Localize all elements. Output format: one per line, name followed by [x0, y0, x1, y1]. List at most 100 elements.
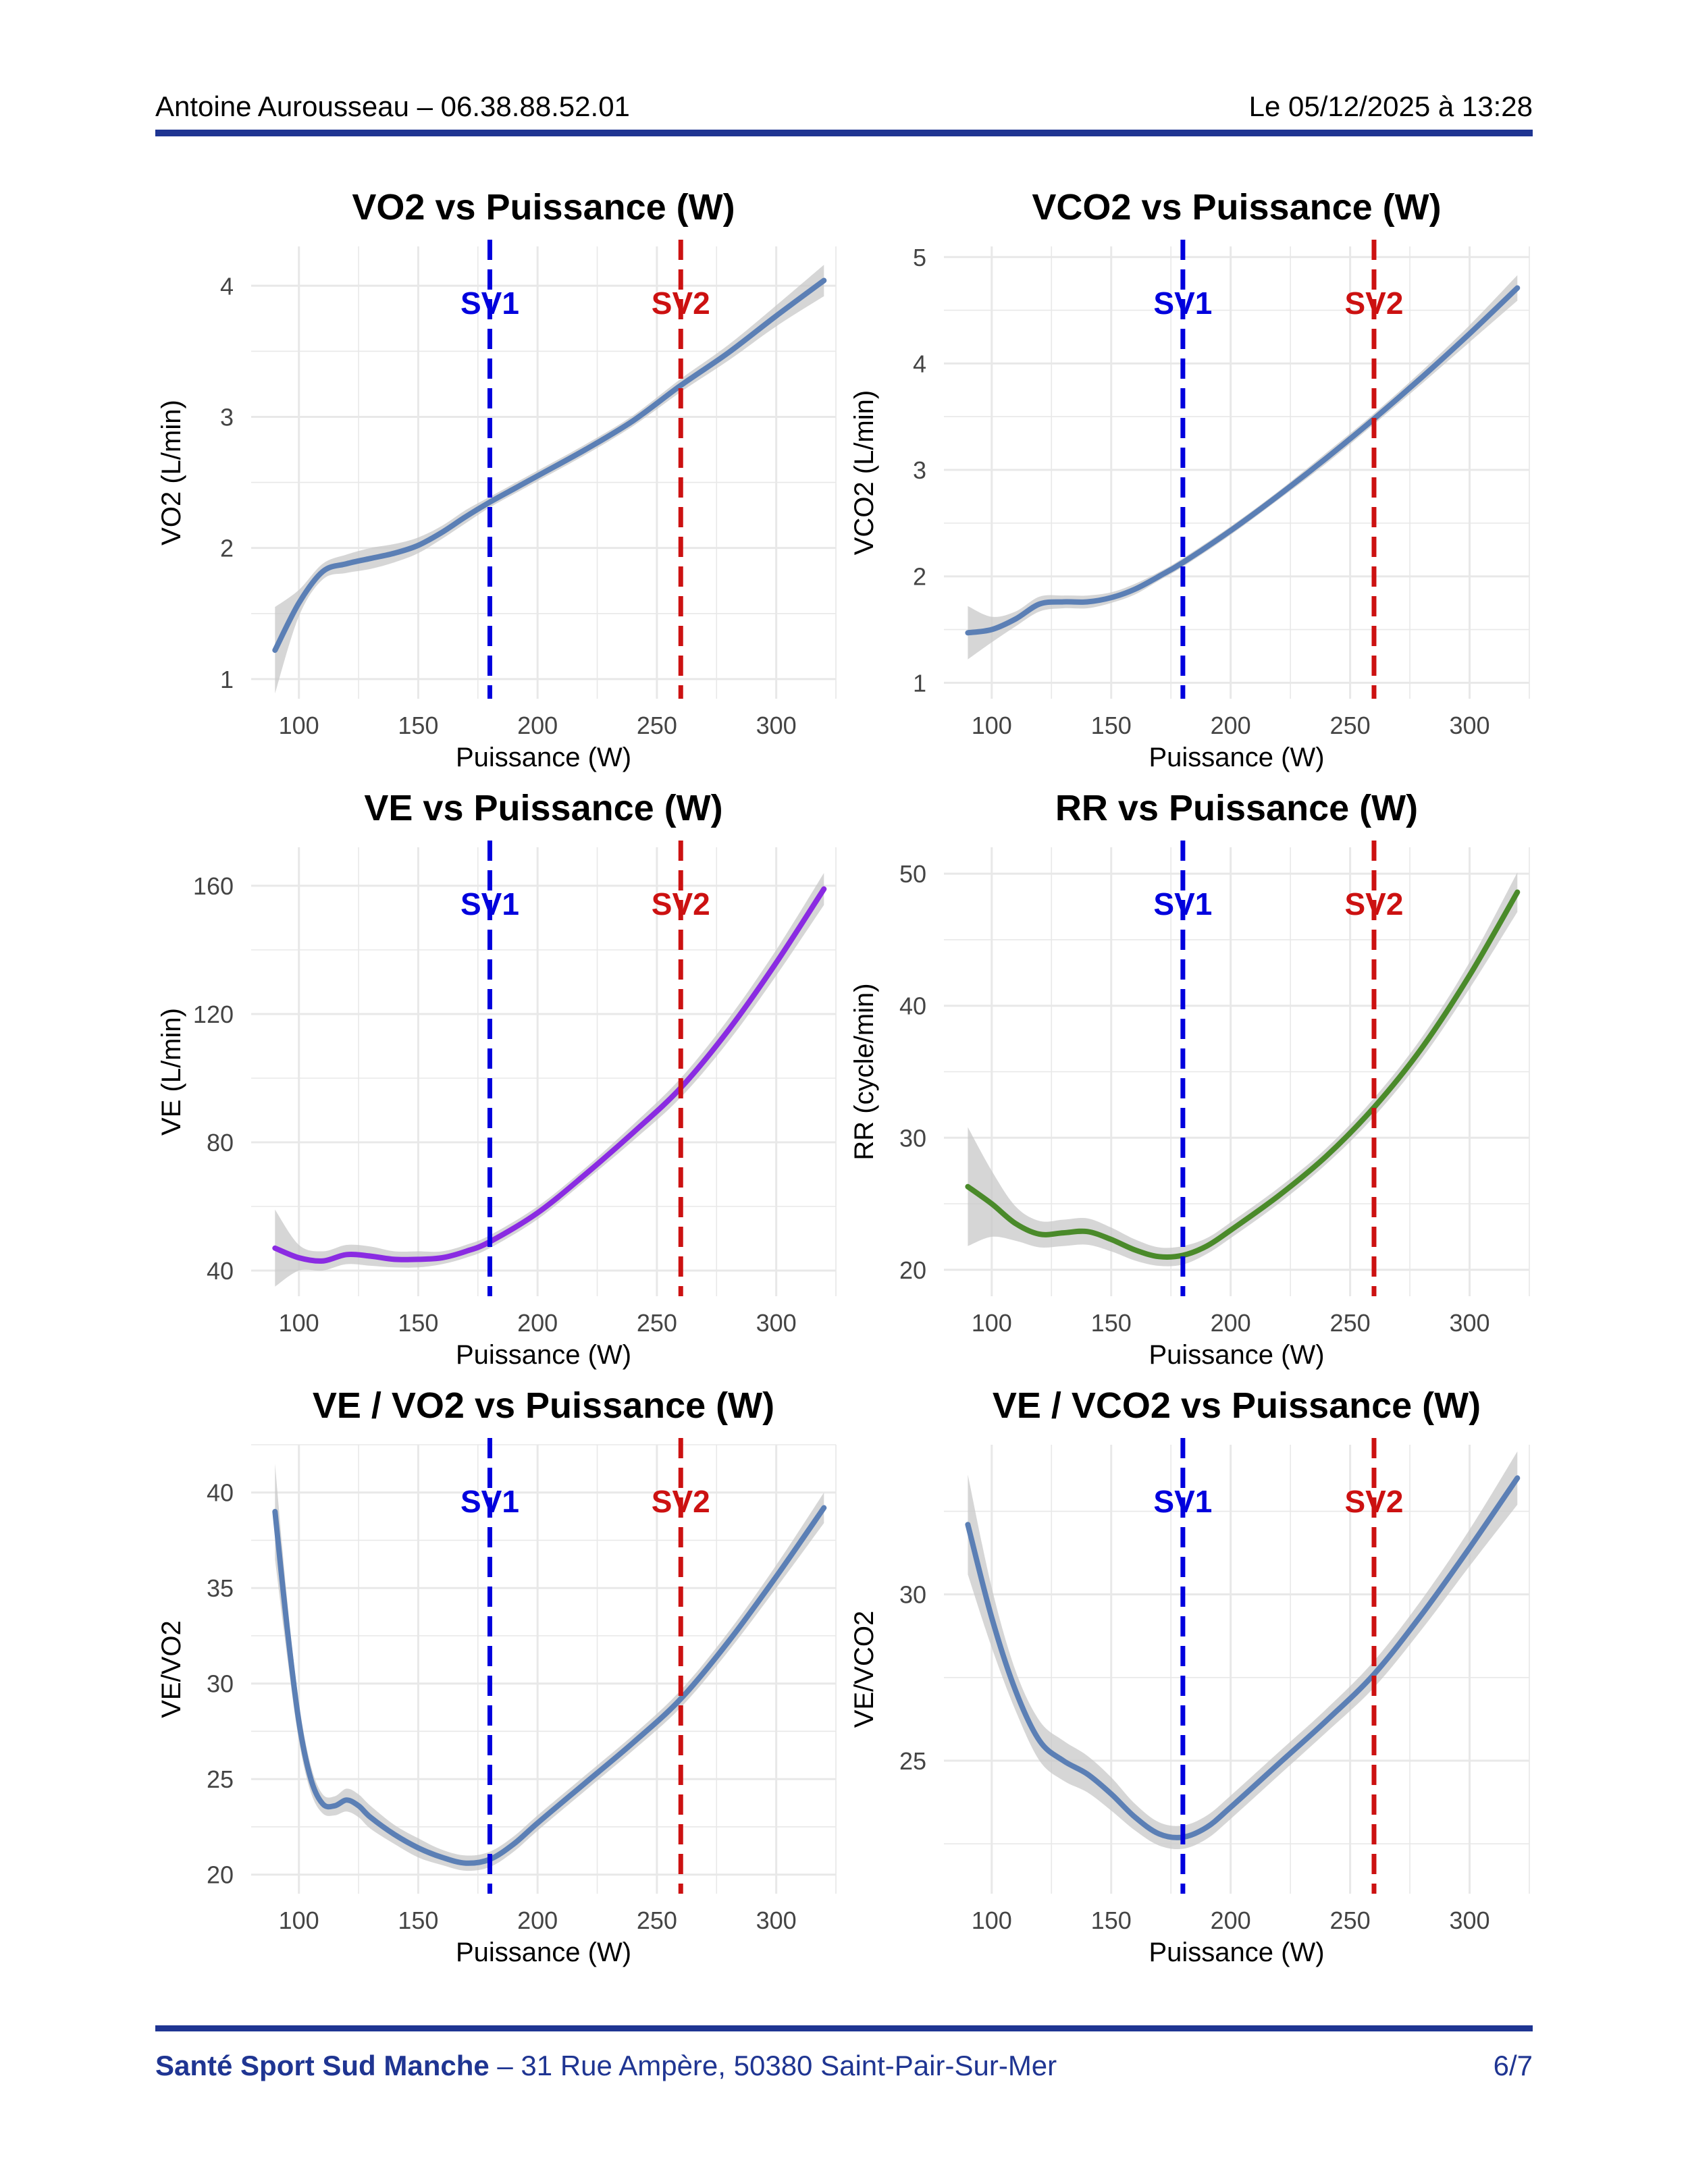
header-rule [155, 130, 1533, 136]
y-axis-label: VE/VO2 [157, 1620, 186, 1718]
x-tick-label: 250 [637, 1309, 677, 1337]
x-tick-label: 200 [517, 712, 558, 739]
chart-title: VE vs Puissance (W) [364, 788, 722, 828]
y-tick-label: 40 [207, 1479, 234, 1507]
y-tick-label: 35 [207, 1574, 234, 1602]
chart-title: VO2 vs Puissance (W) [352, 187, 735, 228]
threshold-label-sv1: SV1 [460, 1484, 519, 1519]
x-tick-label: 200 [517, 1309, 558, 1337]
page-footer: Santé Sport Sud Manche – 31 Rue Ampère, … [155, 2025, 1533, 2086]
x-tick-label: 100 [279, 712, 319, 739]
y-tick-label: 40 [207, 1257, 234, 1285]
x-axis-label: Puissance (W) [1149, 1938, 1324, 1967]
x-tick-label: 150 [1091, 712, 1132, 739]
threshold-label-sv2: SV2 [1345, 886, 1404, 922]
confidence-band [275, 1464, 824, 1871]
y-tick-label: 30 [899, 1581, 926, 1609]
threshold-label-sv1: SV1 [1153, 286, 1212, 321]
chart-panel-4: RR vs Puissance (W) 100 150 200 250 300 20 30 40… [849, 788, 1530, 1370]
threshold-label-sv1: SV1 [1153, 1484, 1212, 1519]
x-tick-label: 300 [756, 1309, 797, 1337]
series-line-ve [272, 886, 827, 1264]
x-tick-label: 150 [398, 1309, 438, 1337]
y-tick-label: 25 [899, 1747, 926, 1775]
chart-title: VCO2 vs Puissance (W) [1032, 187, 1441, 228]
y-tick-label: 20 [899, 1256, 926, 1284]
organization-name: Santé Sport Sud Manche [155, 2050, 490, 2081]
x-tick-label: 100 [972, 712, 1012, 739]
y-tick-label: 2 [220, 535, 234, 562]
threshold-label-sv1: SV1 [460, 886, 519, 922]
x-tick-label: 300 [1449, 712, 1489, 739]
y-axis-label: VE/VCO2 [849, 1611, 879, 1728]
organization-address: – 31 Rue Ampère, 50380 Saint-Pair-Sur-Me… [489, 2050, 1057, 2081]
x-tick-label: 300 [1449, 1309, 1489, 1337]
threshold-label-sv2: SV2 [652, 286, 710, 321]
series-line-ve-vco2 [965, 1475, 1521, 1840]
y-tick-label: 4 [913, 350, 926, 377]
y-tick-label: 30 [899, 1124, 926, 1152]
grid [251, 847, 837, 1296]
y-tick-label: 3 [220, 403, 234, 431]
athlete-contact: Antoine Aurousseau – 06.38.88.52.01 [155, 90, 630, 122]
y-tick-label: 1 [220, 666, 234, 693]
y-tick-label: 50 [899, 860, 926, 888]
confidence-band [275, 873, 824, 1287]
chart-panel-1: VO2 vs Puissance (W) 100 150 200 250 300 1 2 3 4 P… [157, 187, 837, 772]
x-axis-label: Puissance (W) [1149, 1340, 1324, 1370]
confidence-band [275, 265, 824, 694]
y-tick-label: 160 [193, 872, 234, 900]
confidence-band [968, 275, 1518, 660]
grid [944, 1445, 1530, 1894]
y-tick-label: 30 [207, 1670, 234, 1698]
footer-rule [155, 2025, 1533, 2031]
threshold-label-sv2: SV2 [652, 1484, 710, 1519]
confidence-band [968, 872, 1518, 1267]
threshold-label-sv2: SV2 [1345, 286, 1404, 321]
page-header: Antoine Aurousseau – 06.38.88.52.01 Le 0… [155, 86, 1533, 140]
chart-panel-3: VE vs Puissance (W) 100 150 200 250 300 40 80 12… [157, 788, 837, 1370]
x-tick-label: 250 [1330, 1907, 1371, 1934]
threshold-label-sv2: SV2 [652, 886, 710, 922]
series-line-ve-vo2 [272, 1505, 827, 1866]
x-tick-label: 250 [637, 1907, 677, 1934]
x-tick-label: 200 [1211, 712, 1251, 739]
chart-panel-5: VE / VO2 vs Puissance (W) 100 150 200 250 300… [157, 1385, 837, 1967]
threshold-label-sv1: SV1 [1153, 886, 1212, 922]
x-axis-label: Puissance (W) [456, 1938, 631, 1967]
x-tick-label: 100 [972, 1907, 1012, 1934]
footer-address: Santé Sport Sud Manche – 31 Rue Ampère, … [155, 2050, 1057, 2082]
y-tick-label: 25 [207, 1765, 234, 1793]
x-axis-label: Puissance (W) [456, 1340, 631, 1370]
chart-panel-2: VCO2 vs Puissance (W) 100 150 200 250 300 1 2 3 4… [849, 187, 1530, 772]
y-tick-label: 20 [207, 1861, 234, 1889]
x-tick-label: 100 [279, 1309, 319, 1337]
x-tick-label: 100 [972, 1309, 1012, 1337]
y-tick-label: 1 [913, 669, 926, 697]
series-line-vo2 [272, 277, 827, 654]
x-tick-label: 150 [1091, 1309, 1132, 1337]
y-axis-label: VE (L/min) [157, 1008, 186, 1136]
x-tick-label: 300 [756, 1907, 797, 1934]
grid [251, 246, 837, 699]
x-tick-label: 150 [398, 1907, 438, 1934]
x-tick-label: 200 [1211, 1907, 1251, 1934]
y-axis-label: VCO2 (L/min) [849, 390, 879, 556]
chart-title: VE / VO2 vs Puissance (W) [313, 1385, 774, 1426]
x-axis-label: Puissance (W) [1149, 743, 1324, 772]
y-tick-label: 4 [220, 272, 234, 300]
x-tick-label: 300 [756, 712, 797, 739]
report-date: Le 05/12/2025 à 13:28 [1248, 90, 1533, 122]
x-tick-label: 200 [517, 1907, 558, 1934]
y-tick-label: 80 [207, 1129, 234, 1156]
y-axis-label: VO2 (L/min) [157, 400, 186, 545]
x-tick-label: 250 [1330, 1309, 1371, 1337]
x-tick-label: 150 [1091, 1907, 1132, 1934]
x-tick-label: 150 [398, 712, 438, 739]
y-tick-label: 3 [913, 456, 926, 484]
x-tick-label: 250 [1330, 712, 1371, 739]
threshold-label-sv2: SV2 [1345, 1484, 1404, 1519]
page-number: 6/7 [1493, 2050, 1533, 2081]
x-axis-label: Puissance (W) [456, 743, 631, 772]
